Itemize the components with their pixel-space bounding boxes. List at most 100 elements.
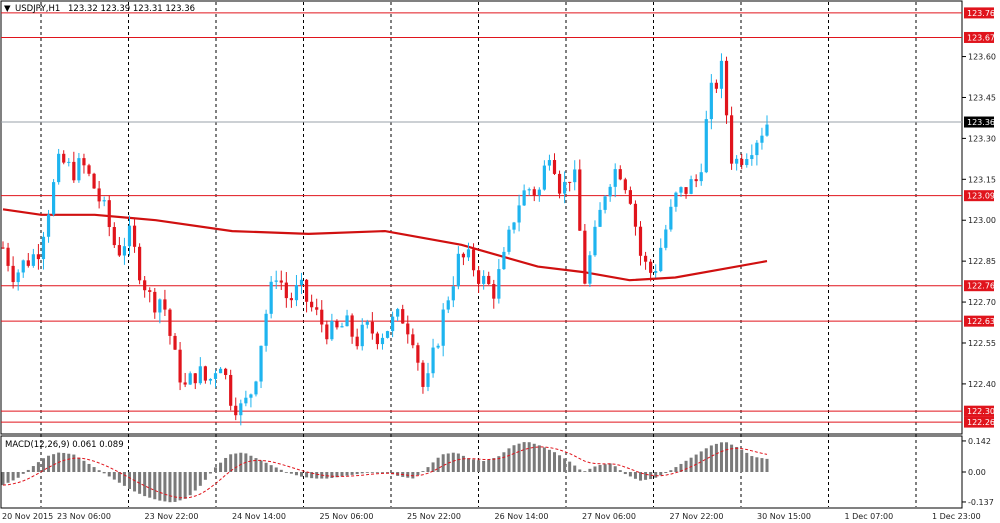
y-tick-label: 123.60 xyxy=(968,53,996,62)
macd-bar xyxy=(380,472,384,473)
level-tag-label: 123.67 xyxy=(967,33,995,42)
macd-label: MACD(12,26,9) 0.061 0.089 xyxy=(5,440,124,450)
macd-bar xyxy=(664,472,668,473)
macd-bar xyxy=(421,471,425,472)
macd-bar xyxy=(16,472,20,478)
macd-bar xyxy=(36,462,40,472)
macd-bar xyxy=(340,472,344,477)
candle-body xyxy=(62,153,66,163)
candle-body xyxy=(598,209,602,227)
candle-body xyxy=(41,236,46,260)
candle-body xyxy=(365,321,369,325)
candle-body xyxy=(1,247,5,249)
macd-bar xyxy=(158,472,162,501)
candle-body xyxy=(552,160,557,174)
macd-bar xyxy=(684,460,688,472)
macd-bar xyxy=(198,472,202,486)
macd-bar xyxy=(527,442,531,472)
candle-body xyxy=(421,362,425,387)
macd-bar xyxy=(654,472,658,478)
candle-body xyxy=(638,226,643,256)
macd-bar xyxy=(117,472,121,483)
candle-body xyxy=(456,253,460,287)
candle-body xyxy=(396,309,400,317)
candle-body xyxy=(451,286,455,301)
candle-body xyxy=(573,169,577,183)
candle-body xyxy=(244,397,248,404)
level-tag xyxy=(964,280,994,292)
candle-body xyxy=(492,284,496,299)
candle-body xyxy=(117,245,121,256)
level-tag xyxy=(964,31,994,43)
candle-body xyxy=(461,253,466,258)
macd-bar xyxy=(345,472,349,476)
macd-bar xyxy=(563,458,567,472)
macd-bar xyxy=(719,442,723,472)
candle-body xyxy=(370,321,374,334)
candle-body xyxy=(168,309,172,336)
candle-body xyxy=(269,281,273,314)
macd-bar xyxy=(679,463,683,472)
candle-body xyxy=(87,165,91,174)
macd-bar xyxy=(274,467,278,472)
candle-body xyxy=(279,280,283,283)
candle-body xyxy=(294,284,299,301)
macd-bar xyxy=(229,454,233,472)
candle-body xyxy=(380,337,385,345)
candle-body xyxy=(330,321,334,340)
candle-body xyxy=(173,335,177,350)
candle-body xyxy=(138,246,142,281)
x-tick-label: 27 Nov 22:00 xyxy=(670,512,724,521)
macd-bar xyxy=(674,467,678,472)
candle-body xyxy=(436,345,440,348)
y-tick-label: 123.45 xyxy=(968,93,996,102)
candle-body xyxy=(213,373,218,379)
candle-body xyxy=(669,206,673,230)
y-tick-label: 122.40 xyxy=(968,380,996,389)
candle-body xyxy=(325,324,329,340)
macd-bar xyxy=(143,472,147,497)
candle-body xyxy=(502,251,506,270)
macd-bar xyxy=(699,451,703,472)
candle-body xyxy=(532,189,536,196)
candle-body xyxy=(208,378,213,381)
candle-body xyxy=(97,188,101,202)
candle-body xyxy=(234,405,238,416)
macd-bar xyxy=(456,453,460,472)
macd-bar xyxy=(97,470,101,472)
level-tag xyxy=(964,190,994,202)
candle-body xyxy=(340,326,344,328)
candle-body xyxy=(26,260,30,266)
candle-body xyxy=(750,155,754,160)
x-tick-label: 23 Nov 06:00 xyxy=(57,512,111,521)
macd-bar xyxy=(644,472,648,480)
macd-signal-line xyxy=(2,446,768,499)
candle-body xyxy=(446,300,450,310)
candle-body xyxy=(77,158,81,181)
candle-body xyxy=(31,254,35,266)
x-tick-label: 25 Nov 22:00 xyxy=(407,512,461,521)
candle-body xyxy=(203,366,207,381)
level-tag xyxy=(964,7,994,19)
candle-body xyxy=(158,299,162,313)
candle-body xyxy=(143,280,147,291)
macd-bar xyxy=(82,460,86,472)
y-tick-label: 123.30 xyxy=(968,134,996,143)
candle-body xyxy=(497,269,501,299)
macd-bar xyxy=(436,457,440,472)
macd-bar xyxy=(466,458,470,472)
macd-bar xyxy=(21,472,25,474)
candle-body xyxy=(36,254,41,260)
macd-bar xyxy=(694,454,698,472)
y-tick-label: 122.55 xyxy=(968,339,996,348)
macd-bar xyxy=(208,472,212,474)
candle-body xyxy=(127,225,132,247)
header-arrow[interactable]: ▼ xyxy=(4,4,11,14)
macd-bar xyxy=(234,453,238,472)
candle-body xyxy=(487,275,491,285)
candle-body xyxy=(82,158,86,166)
macd-bar xyxy=(552,452,556,472)
macd-bar xyxy=(249,455,253,472)
candle-body xyxy=(471,249,476,271)
